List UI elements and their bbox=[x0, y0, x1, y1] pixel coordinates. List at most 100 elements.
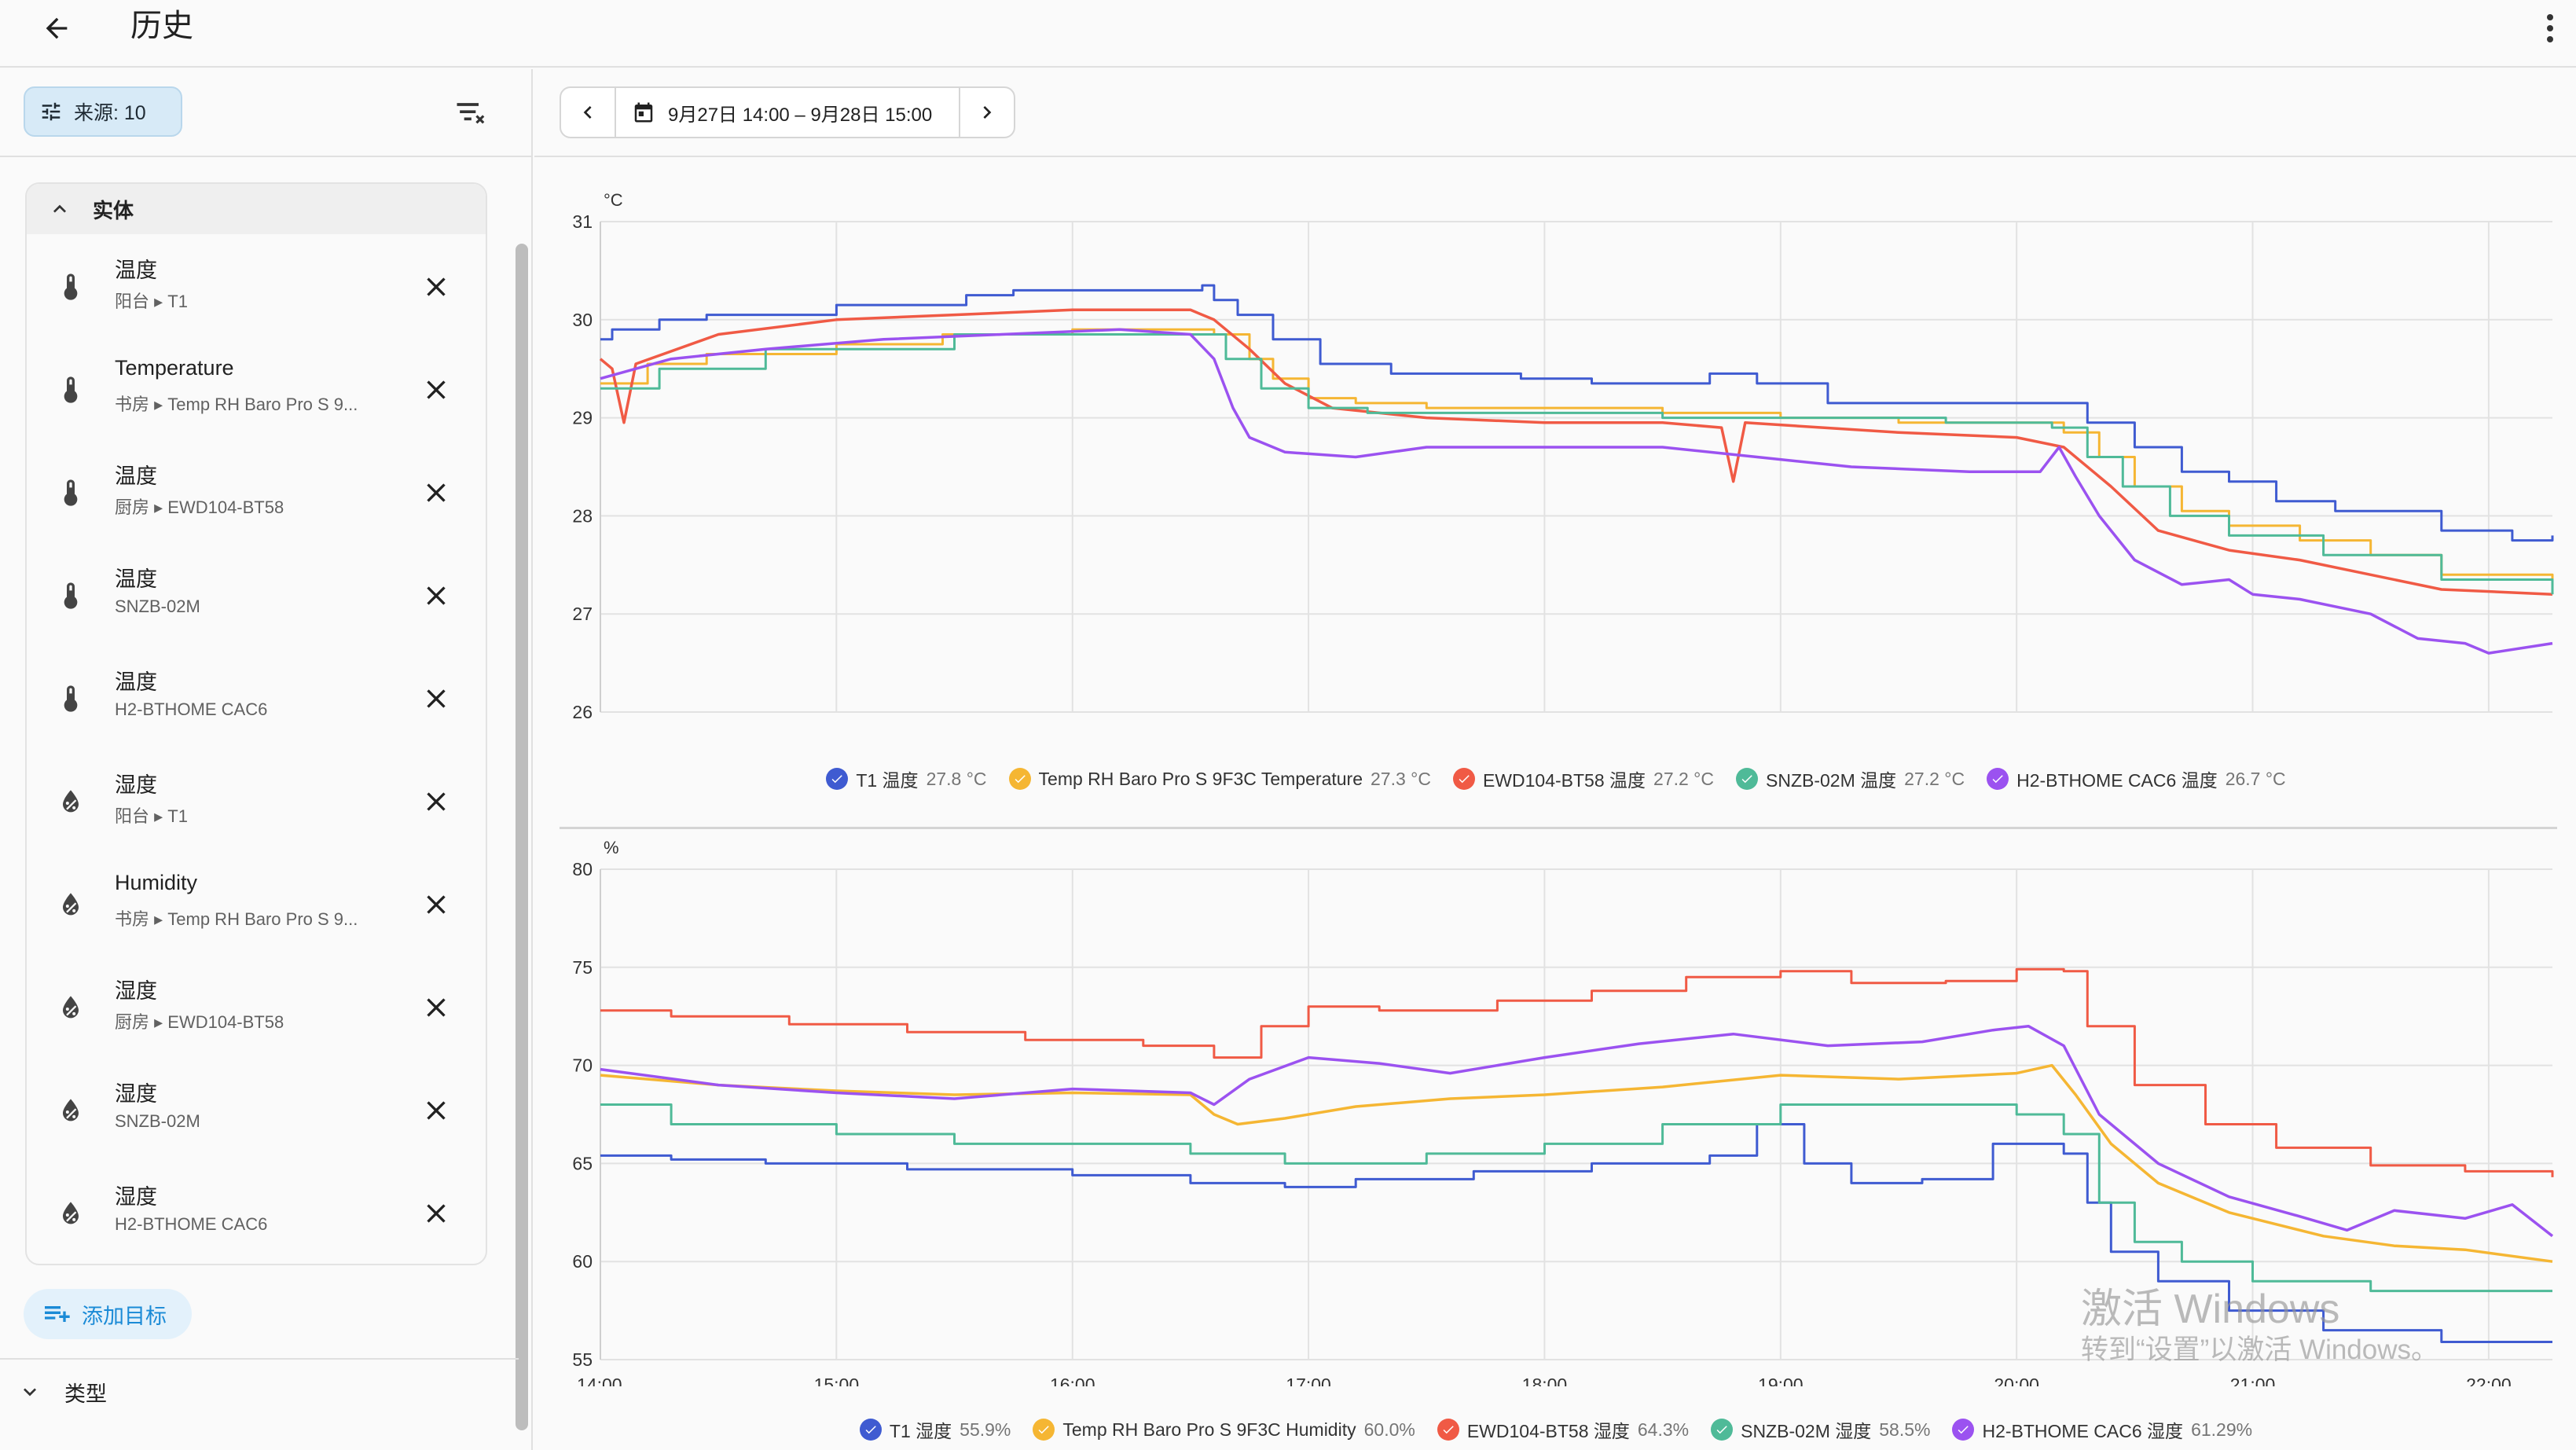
legend-series-value: 58.5% bbox=[1879, 1419, 1931, 1440]
remove-entity-button[interactable] bbox=[416, 782, 456, 821]
windows-activation-watermark: 激活 Windows 转到“设置”以激活 Windows。 bbox=[2081, 1286, 2438, 1367]
remove-entity-button[interactable] bbox=[416, 679, 456, 718]
temperature-chart-plot[interactable]: °C 26 27 28 29 30 31 14:00 15:00 16:00 17:00 18:00 1… bbox=[550, 181, 2562, 731]
legend-item-ewd[interactable]: EWD104-BT58 湿度 64.3% bbox=[1437, 1416, 1689, 1443]
clear-filter-button[interactable] bbox=[450, 93, 490, 134]
check-circle-icon bbox=[1952, 1419, 1975, 1441]
legend-item-t1[interactable]: T1 湿度 55.9% bbox=[859, 1416, 1011, 1443]
x-tick-label: 19:00 bbox=[1758, 727, 1804, 731]
close-icon bbox=[427, 483, 446, 502]
dots-vertical-icon bbox=[2547, 14, 2553, 20]
legend-item-baro[interactable]: Temp RH Baro Pro S 9F3C Temperature 27.3 … bbox=[1008, 765, 1431, 792]
remove-entity-button[interactable] bbox=[416, 473, 456, 512]
previous-range-button[interactable] bbox=[561, 88, 615, 137]
entity-item[interactable]: 湿度 厨房 ▸ EWD104-BT58 bbox=[27, 955, 486, 1058]
y-tick-label: 80 bbox=[572, 859, 593, 879]
y-tick-label: 28 bbox=[572, 505, 593, 526]
entity-location: SNZB-02M bbox=[115, 1111, 200, 1131]
legend-series-value: 61.29% bbox=[2191, 1419, 2253, 1440]
date-range-button[interactable]: 9月27日 14:00 – 9月28日 15:00 bbox=[615, 88, 960, 137]
y-tick-label: 65 bbox=[572, 1153, 593, 1173]
series-line-ewd bbox=[599, 308, 2553, 596]
entity-location: SNZB-02M bbox=[115, 597, 200, 616]
legend-series-name: H2-BTHOME CAC6 温度 bbox=[2016, 770, 2218, 791]
y-tick-label: 26 bbox=[572, 702, 593, 722]
chart-divider bbox=[560, 827, 2557, 829]
entity-item[interactable]: 温度 H2-BTHOME CAC6 bbox=[27, 646, 486, 749]
x-tick-label: 17:00 bbox=[1286, 1375, 1331, 1386]
entity-item[interactable]: Temperature 书房 ▸ Temp RH Baro Pro S 9... bbox=[27, 337, 486, 440]
entity-section-header[interactable]: 实体 bbox=[27, 184, 486, 234]
entity-item[interactable]: 温度 阳台 ▸ T1 bbox=[27, 234, 486, 337]
humidity-chart-plot[interactable]: % 55 60 65 70 75 80 14:00 15:00 16:00 17:00 18:00 19… bbox=[550, 828, 2562, 1386]
entity-location: 书房 ▸ Temp RH Baro Pro S 9... bbox=[115, 909, 358, 929]
water-percent-icon bbox=[55, 989, 86, 1026]
check-circle-icon bbox=[1033, 1419, 1055, 1441]
entity-name: 温度 bbox=[115, 567, 157, 591]
entity-section: 实体 温度 阳台 ▸ T1 Temperature 书房 ▸ Temp RH Baro… bbox=[25, 182, 487, 1265]
close-icon bbox=[427, 586, 446, 605]
y-axis-unit: % bbox=[604, 838, 619, 857]
playlist-plus-icon bbox=[45, 1306, 70, 1322]
close-icon bbox=[427, 1204, 446, 1223]
legend-item-snzb[interactable]: SNZB-02M 湿度 58.5% bbox=[1711, 1416, 1930, 1443]
legend-series-name: EWD104-BT58 湿度 bbox=[1466, 1421, 1630, 1441]
arrow-left-icon bbox=[46, 17, 68, 39]
entity-name: 温度 bbox=[115, 259, 157, 282]
next-range-button[interactable] bbox=[960, 88, 1014, 137]
remove-entity-button[interactable] bbox=[416, 267, 456, 307]
y-tick-label: 31 bbox=[572, 211, 593, 232]
water-percent-icon bbox=[55, 887, 86, 923]
close-icon bbox=[427, 998, 446, 1017]
y-tick-label: 70 bbox=[572, 1055, 593, 1076]
x-tick-label: 18:00 bbox=[1522, 1375, 1568, 1386]
close-icon bbox=[427, 380, 446, 399]
close-icon bbox=[427, 689, 446, 708]
legend-item-t1[interactable]: T1 温度 27.8 °C bbox=[826, 765, 987, 792]
series-line-snzb bbox=[600, 1103, 2552, 1293]
date-range-text: 9月27日 14:00 – 9月28日 15:00 bbox=[668, 104, 933, 126]
legend-series-name: SNZB-02M 湿度 bbox=[1741, 1421, 1872, 1441]
legend-item-h2[interactable]: H2-BTHOME CAC6 温度 26.7 °C bbox=[1987, 765, 2286, 792]
more-menu-button[interactable] bbox=[2538, 6, 2562, 50]
remove-entity-button[interactable] bbox=[416, 1194, 456, 1233]
x-tick-label: 14:00 bbox=[577, 1375, 622, 1386]
legend-item-h2[interactable]: H2-BTHOME CAC6 湿度 61.29% bbox=[1952, 1416, 2252, 1443]
water-percent-icon bbox=[55, 1195, 86, 1232]
back-button[interactable] bbox=[36, 8, 77, 49]
remove-entity-button[interactable] bbox=[416, 370, 456, 409]
x-tick-label: 21:00 bbox=[2230, 727, 2276, 731]
entity-name: Humidity bbox=[115, 871, 198, 894]
series-line-ewd bbox=[600, 967, 2554, 1177]
remove-entity-button[interactable] bbox=[416, 988, 456, 1027]
legend-item-ewd[interactable]: EWD104-BT58 温度 27.2 °C bbox=[1452, 765, 1714, 792]
entity-item[interactable]: 湿度 阳台 ▸ T1 bbox=[27, 749, 486, 852]
entity-item[interactable]: 温度 SNZB-02M bbox=[27, 543, 486, 646]
entity-location: 书房 ▸ Temp RH Baro Pro S 9... bbox=[115, 395, 358, 414]
temperature-chart-legend: T1 温度 27.8 °C Temp RH Baro Pro S 9F3C Temp… bbox=[550, 765, 2562, 792]
remove-entity-button[interactable] bbox=[416, 1091, 456, 1130]
thermometer-icon bbox=[55, 269, 86, 305]
remove-entity-button[interactable] bbox=[416, 885, 456, 924]
legend-item-snzb[interactable]: SNZB-02M 温度 27.2 °C bbox=[1736, 765, 1965, 792]
check-circle-icon bbox=[1437, 1419, 1459, 1441]
entity-item[interactable]: Humidity 书房 ▸ Temp RH Baro Pro S 9... bbox=[27, 852, 486, 955]
legend-item-baro[interactable]: Temp RH Baro Pro S 9F3C Humidity 60.0% bbox=[1033, 1416, 1415, 1443]
legend-series-value: 64.3% bbox=[1637, 1419, 1690, 1440]
entity-location: H2-BTHOME CAC6 bbox=[115, 699, 268, 719]
type-section-header[interactable]: 类型 bbox=[0, 1358, 519, 1424]
entity-item[interactable]: 温度 厨房 ▸ EWD104-BT58 bbox=[27, 440, 486, 543]
entity-name: 湿度 bbox=[115, 1185, 157, 1209]
remove-entity-button[interactable] bbox=[416, 576, 456, 615]
source-filter-chip[interactable]: 来源: 10 bbox=[24, 86, 182, 137]
check-circle-icon bbox=[1452, 768, 1475, 790]
check-circle-icon bbox=[1711, 1419, 1734, 1441]
filter-remove-icon bbox=[457, 103, 485, 124]
entity-item[interactable]: 湿度 H2-BTHOME CAC6 bbox=[27, 1161, 486, 1264]
entity-item[interactable]: 湿度 SNZB-02M bbox=[27, 1058, 486, 1161]
add-target-button[interactable]: 添加目标 bbox=[24, 1289, 192, 1339]
legend-series-value: 55.9% bbox=[960, 1419, 1011, 1440]
sidebar-scrollbar[interactable] bbox=[516, 244, 528, 1430]
legend-series-value: 27.8 °C bbox=[926, 768, 987, 789]
sidebar-toolbar: 来源: 10 bbox=[0, 69, 531, 157]
